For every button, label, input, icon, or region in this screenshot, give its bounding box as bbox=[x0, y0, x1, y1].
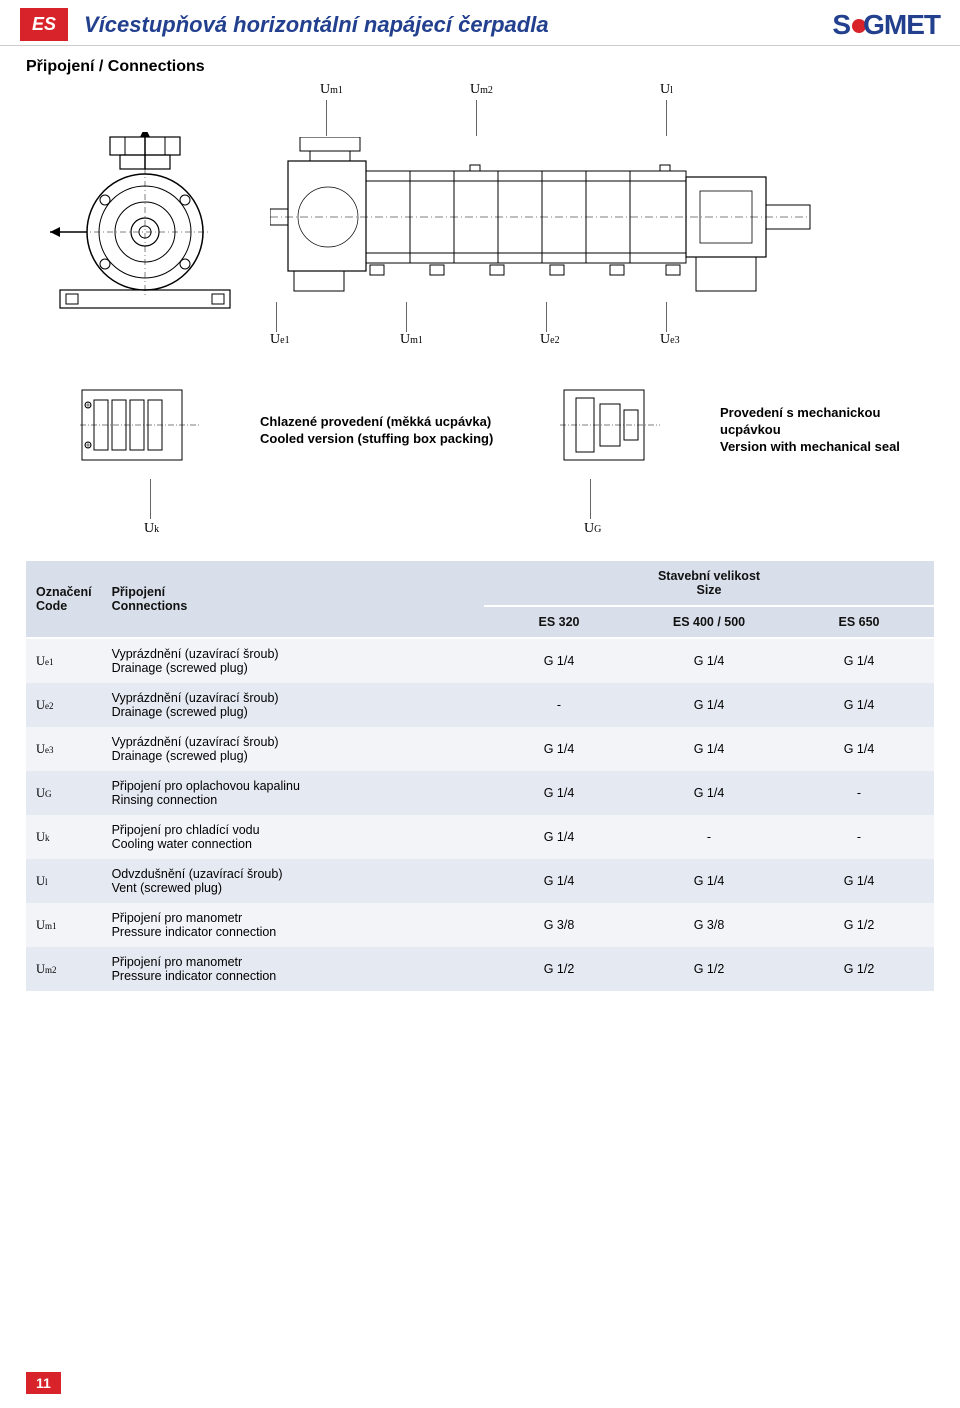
cell-v2: G 1/2 bbox=[784, 903, 934, 947]
seal-right-line1: Provedení s mechanickou ucpávkou bbox=[720, 405, 940, 439]
cell-code: Ue1 bbox=[26, 638, 102, 683]
cell-code: Ul bbox=[26, 859, 102, 903]
callout-ue1: Ue1 bbox=[270, 332, 290, 348]
cell-v1: G 3/8 bbox=[634, 903, 784, 947]
section-title: Připojení / Connections bbox=[26, 58, 960, 76]
cell-v1: G 1/4 bbox=[634, 771, 784, 815]
cell-v2: - bbox=[784, 771, 934, 815]
cell-desc: Připojení pro chladící voduCooling water… bbox=[102, 815, 484, 859]
th-conn: Připojení Connections bbox=[102, 561, 484, 638]
seal-block-stuffing bbox=[80, 382, 200, 479]
cell-v1: G 1/2 bbox=[634, 947, 784, 991]
th-col-0: ES 320 bbox=[484, 606, 634, 638]
cell-code: Um1 bbox=[26, 903, 102, 947]
callout-ug: UG bbox=[584, 521, 601, 537]
logo-text-1: S bbox=[832, 9, 850, 41]
callout-ue3: Ue3 bbox=[660, 332, 680, 348]
seal-left-line2: Cooled version (stuffing box packing) bbox=[260, 431, 500, 448]
cell-desc: Vyprázdnění (uzavírací šroub)Drainage (s… bbox=[102, 727, 484, 771]
cell-v2: G 1/4 bbox=[784, 727, 934, 771]
cell-v2: G 1/4 bbox=[784, 638, 934, 683]
mechanical-seal-icon bbox=[560, 382, 660, 472]
cell-code: UG bbox=[26, 771, 102, 815]
callout-ue2: Ue2 bbox=[540, 332, 560, 348]
cell-desc: Odvzdušnění (uzavírací šroub)Vent (screw… bbox=[102, 859, 484, 903]
th-code: Označení Code bbox=[26, 561, 102, 638]
seal-details: Chlazené provedení (měkká ucpávka) Coole… bbox=[20, 382, 940, 479]
table-row: UkPřipojení pro chladící voduCooling wat… bbox=[26, 815, 934, 859]
table-row: UGPřipojení pro oplachovou kapalinuRinsi… bbox=[26, 771, 934, 815]
stuffing-box-icon bbox=[80, 382, 200, 472]
cell-desc: Vyprázdnění (uzavírací šroub)Drainage (s… bbox=[102, 638, 484, 683]
seal-right-line2: Version with mechanical seal bbox=[720, 439, 940, 456]
brand-logo: S GMET bbox=[832, 9, 940, 41]
cell-v1: G 1/4 bbox=[634, 683, 784, 727]
seal-caption-left: Chlazené provedení (měkká ucpávka) Coole… bbox=[260, 414, 500, 448]
cell-v2: G 1/2 bbox=[784, 947, 934, 991]
callout-uk: Uk bbox=[144, 521, 159, 537]
cell-v0: G 1/4 bbox=[484, 727, 634, 771]
table-row: Um2Připojení pro manometrPressure indica… bbox=[26, 947, 934, 991]
cell-v0: G 1/2 bbox=[484, 947, 634, 991]
cell-v0: G 1/4 bbox=[484, 859, 634, 903]
page-number: 11 bbox=[26, 1372, 61, 1394]
cell-v2: - bbox=[784, 815, 934, 859]
cell-v0: G 3/8 bbox=[484, 903, 634, 947]
callout-um1b: Um1 bbox=[400, 332, 423, 348]
cell-desc: Připojení pro manometrPressure indicator… bbox=[102, 903, 484, 947]
page-header: ES Vícestupňová horizontální napájecí če… bbox=[0, 0, 960, 46]
seal-left-line1: Chlazené provedení (měkká ucpávka) bbox=[260, 414, 500, 431]
th-size: Stavební velikost Size bbox=[484, 561, 934, 606]
connections-table: Označení Code Připojení Connections Stav… bbox=[26, 561, 934, 991]
cell-desc: Připojení pro manometrPressure indicator… bbox=[102, 947, 484, 991]
seal-caption-right: Provedení s mechanickou ucpávkou Version… bbox=[720, 405, 940, 456]
cell-v0: G 1/4 bbox=[484, 771, 634, 815]
th-col-2: ES 650 bbox=[784, 606, 934, 638]
series-badge: ES bbox=[20, 8, 68, 41]
pump-drawing: Um1 Um2 Ul bbox=[20, 82, 940, 362]
table-row: Um1Připojení pro manometrPressure indica… bbox=[26, 903, 934, 947]
cell-desc: Vyprázdnění (uzavírací šroub)Drainage (s… bbox=[102, 683, 484, 727]
logo-text-2: GMET bbox=[863, 9, 940, 41]
callout-um2: Um2 bbox=[470, 82, 493, 98]
pump-front-view-icon bbox=[50, 132, 250, 312]
pump-side-view-icon bbox=[270, 137, 830, 312]
seal-callouts: Uk UG bbox=[20, 489, 940, 549]
cell-code: Uk bbox=[26, 815, 102, 859]
cell-v0: G 1/4 bbox=[484, 815, 634, 859]
cell-v2: G 1/4 bbox=[784, 859, 934, 903]
table-row: Ue1Vyprázdnění (uzavírací šroub)Drainage… bbox=[26, 638, 934, 683]
cell-desc: Připojení pro oplachovou kapalinuRinsing… bbox=[102, 771, 484, 815]
cell-v1: G 1/4 bbox=[634, 727, 784, 771]
cell-code: Ue3 bbox=[26, 727, 102, 771]
table-row: Ue3Vyprázdnění (uzavírací šroub)Drainage… bbox=[26, 727, 934, 771]
cell-code: Um2 bbox=[26, 947, 102, 991]
callout-um1: Um1 bbox=[320, 82, 343, 98]
page-title: Vícestupňová horizontální napájecí čerpa… bbox=[84, 12, 832, 38]
cell-v0: - bbox=[484, 683, 634, 727]
cell-v0: G 1/4 bbox=[484, 638, 634, 683]
table-row: UlOdvzdušnění (uzavírací šroub)Vent (scr… bbox=[26, 859, 934, 903]
cell-v2: G 1/4 bbox=[784, 683, 934, 727]
table-row: Ue2Vyprázdnění (uzavírací šroub)Drainage… bbox=[26, 683, 934, 727]
cell-code: Ue2 bbox=[26, 683, 102, 727]
cell-v1: G 1/4 bbox=[634, 859, 784, 903]
cell-v1: - bbox=[634, 815, 784, 859]
callout-ul: Ul bbox=[660, 82, 673, 98]
seal-block-mech bbox=[560, 382, 660, 479]
cell-v1: G 1/4 bbox=[634, 638, 784, 683]
th-col-1: ES 400 / 500 bbox=[634, 606, 784, 638]
